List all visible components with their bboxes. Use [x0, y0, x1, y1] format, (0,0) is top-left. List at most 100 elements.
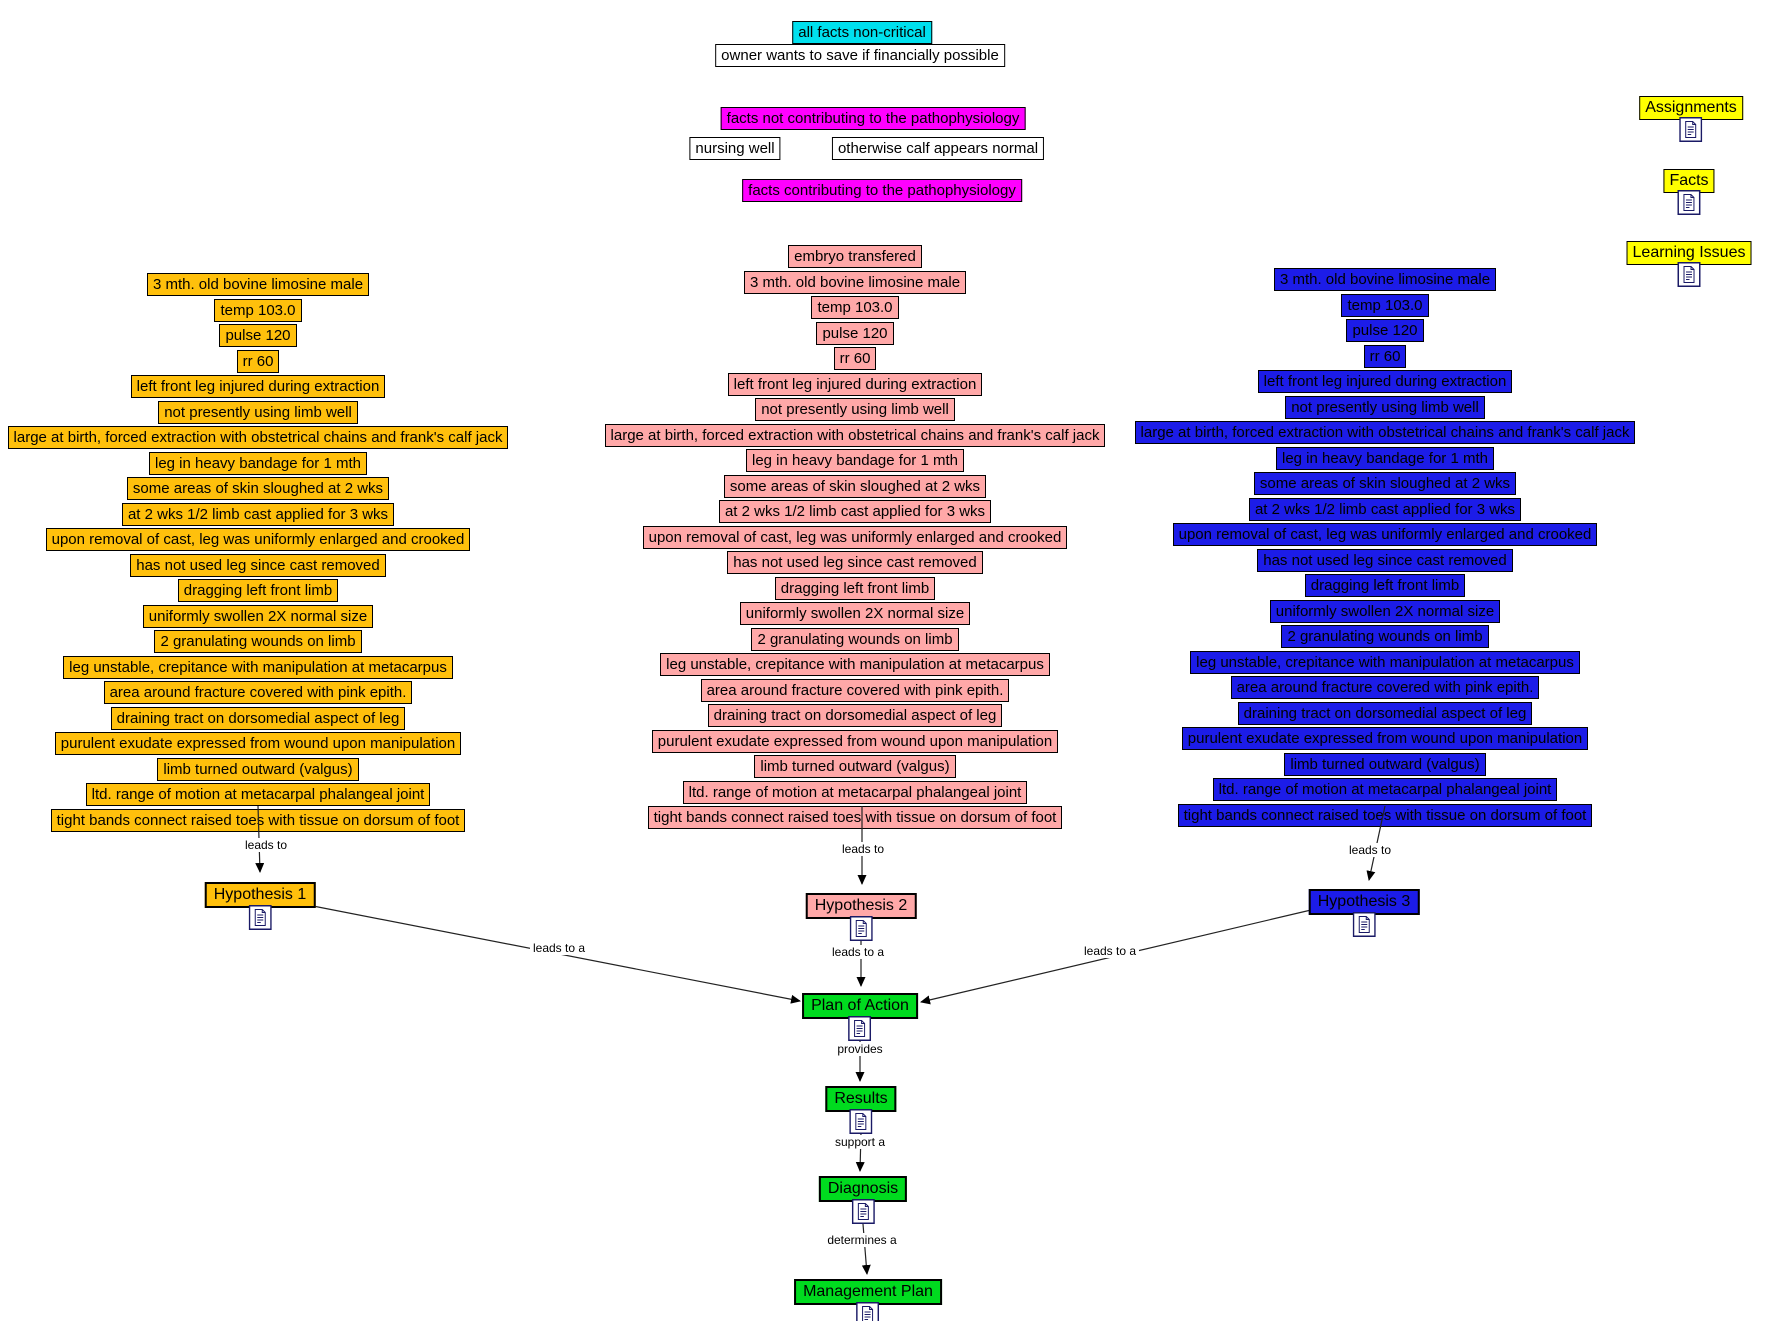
fact-node[interactable]: limb turned outward (valgus): [157, 757, 359, 781]
fact-node[interactable]: large at birth, forced extraction with o…: [1134, 421, 1636, 444]
fact-node[interactable]: draining tract on dorsomedial aspect of …: [110, 706, 406, 730]
resource-document-icon[interactable]: [856, 1302, 880, 1321]
link-label-leads-to-2: leads to: [838, 842, 888, 856]
node-hypothesis-3[interactable]: Hypothesis 3: [1308, 889, 1420, 937]
fact-node[interactable]: ltd. range of motion at metacarpal phala…: [1212, 778, 1558, 801]
node-diagnosis[interactable]: Diagnosis: [818, 1176, 908, 1224]
fact-node[interactable]: upon removal of cast, leg was uniformly …: [45, 528, 471, 551]
fact-node[interactable]: uniformly swollen 2X normal size: [142, 604, 374, 628]
fact-node[interactable]: temp 103.0: [1341, 293, 1429, 317]
fact-node[interactable]: purulent exudate expressed from wound up…: [54, 732, 462, 755]
fact-node[interactable]: at 2 wks 1/2 limb cast applied for 3 wks: [718, 500, 992, 523]
node-owner-note[interactable]: owner wants to save if financially possi…: [715, 44, 1005, 67]
fact-node[interactable]: left front leg injured during extraction: [130, 375, 386, 398]
fact-node[interactable]: draining tract on dorsomedial aspect of …: [1237, 701, 1533, 725]
fact-node[interactable]: 3 mth. old bovine limosine male: [146, 273, 370, 296]
fact-node[interactable]: large at birth, forced extraction with o…: [7, 426, 509, 449]
resource-document-icon[interactable]: [848, 1016, 872, 1041]
fact-node[interactable]: upon removal of cast, leg was uniformly …: [1172, 523, 1598, 546]
fact-node[interactable]: at 2 wks 1/2 limb cast applied for 3 wks: [1248, 497, 1522, 521]
fact-node[interactable]: pulse 120: [816, 321, 894, 345]
fact-node[interactable]: tight bands connect raised toes with tis…: [50, 808, 466, 832]
fact-node[interactable]: not presently using limb well: [1285, 395, 1485, 419]
fact-node[interactable]: ltd. range of motion at metacarpal phala…: [682, 780, 1028, 804]
fact-node[interactable]: large at birth, forced extraction with o…: [604, 423, 1106, 447]
fact-node[interactable]: leg in heavy bandage for 1 mth: [746, 449, 964, 472]
node-hypothesis-2[interactable]: Hypothesis 2: [805, 893, 917, 941]
fact-node[interactable]: 2 granulating wounds on limb: [1281, 625, 1489, 648]
fact-node[interactable]: area around fracture covered with pink e…: [103, 681, 413, 704]
fact-node[interactable]: rr 60: [236, 349, 280, 373]
fact-node[interactable]: leg unstable, crepitance with manipulati…: [1190, 650, 1580, 674]
fact-node[interactable]: pulse 120: [1346, 319, 1424, 342]
resource-document-icon[interactable]: [1677, 190, 1701, 215]
fact-node[interactable]: 3 mth. old bovine limosine male: [1273, 268, 1497, 291]
link-label-provides: provides: [834, 1042, 886, 1056]
fact-node[interactable]: rr 60: [1363, 344, 1407, 368]
fact-node[interactable]: some areas of skin sloughed at 2 wks: [723, 474, 987, 498]
legend-learning-issues[interactable]: Learning Issues: [1626, 241, 1752, 287]
node-plan-of-action[interactable]: Plan of Action: [802, 993, 918, 1041]
fact-node[interactable]: some areas of skin sloughed at 2 wks: [126, 477, 390, 500]
legend-assignments[interactable]: Assignments: [1639, 96, 1743, 142]
fact-node[interactable]: left front leg injured during extraction: [1257, 370, 1513, 393]
fact-node[interactable]: 2 granulating wounds on limb: [154, 630, 362, 653]
fact-node[interactable]: temp 103.0: [811, 296, 899, 319]
fact-node[interactable]: uniformly swollen 2X normal size: [739, 602, 971, 625]
node-management-plan[interactable]: Management Plan: [794, 1279, 942, 1321]
fact-node[interactable]: 2 granulating wounds on limb: [751, 627, 959, 651]
fact-node[interactable]: some areas of skin sloughed at 2 wks: [1253, 472, 1517, 495]
fact-node[interactable]: pulse 120: [219, 324, 297, 347]
fact-node[interactable]: upon removal of cast, leg was uniformly …: [642, 525, 1068, 549]
node-facts-contributing[interactable]: facts contributing to the pathophysiolog…: [742, 179, 1022, 202]
node-all-facts-non-critical[interactable]: all facts non-critical: [792, 21, 932, 44]
fact-node[interactable]: ltd. range of motion at metacarpal phala…: [85, 783, 431, 806]
fact-node[interactable]: temp 103.0: [214, 298, 302, 322]
fact-node[interactable]: rr 60: [833, 347, 877, 370]
resource-document-icon[interactable]: [1677, 262, 1701, 287]
fact-column-hypothesis-2: embryo transfered 3 mth. old bovine limos…: [445, 245, 1265, 829]
fact-node[interactable]: leg unstable, crepitance with manipulati…: [63, 655, 453, 679]
fact-node[interactable]: purulent exudate expressed from wound up…: [1181, 727, 1589, 750]
node-results[interactable]: Results: [825, 1086, 897, 1134]
fact-node[interactable]: limb turned outward (valgus): [754, 755, 956, 778]
fact-node[interactable]: area around fracture covered with pink e…: [700, 678, 1010, 702]
fact-node[interactable]: has not used leg since cast removed: [130, 553, 386, 577]
fact-node[interactable]: leg unstable, crepitance with manipulati…: [660, 653, 1050, 676]
node-facts-not-contributing[interactable]: facts not contributing to the pathophysi…: [720, 107, 1026, 130]
fact-node[interactable]: draining tract on dorsomedial aspect of …: [707, 704, 1003, 727]
fact-node[interactable]: 3 mth. old bovine limosine male: [743, 270, 967, 294]
link-label-leads-to-a-mid: leads to a: [828, 945, 888, 959]
resource-document-icon[interactable]: [849, 1109, 873, 1134]
resource-document-icon[interactable]: [849, 916, 873, 941]
fact-node[interactable]: purulent exudate expressed from wound up…: [651, 729, 1059, 753]
fact-node[interactable]: embryo transfered: [788, 245, 922, 268]
fact-node[interactable]: limb turned outward (valgus): [1284, 752, 1486, 776]
fact-node[interactable]: leg in heavy bandage for 1 mth: [149, 451, 367, 475]
fact-node[interactable]: area around fracture covered with pink e…: [1230, 676, 1540, 699]
resource-document-icon[interactable]: [248, 905, 272, 930]
fact-node[interactable]: uniformly swollen 2X normal size: [1269, 599, 1501, 623]
fact-node[interactable]: not presently using limb well: [755, 398, 955, 421]
fact-node[interactable]: at 2 wks 1/2 limb cast applied for 3 wks: [121, 502, 395, 526]
node-otherwise-normal[interactable]: otherwise calf appears normal: [831, 137, 1045, 160]
hypothesis-3-label[interactable]: Hypothesis 3: [1308, 889, 1420, 915]
fact-node[interactable]: leg in heavy bandage for 1 mth: [1276, 446, 1494, 470]
link-label-leads-to-a-right: leads to a: [1080, 944, 1140, 958]
fact-node[interactable]: dragging left front limb: [177, 579, 339, 602]
fact-node[interactable]: dragging left front limb: [1304, 574, 1466, 597]
resource-document-icon[interactable]: [1352, 912, 1376, 937]
fact-node[interactable]: not presently using limb well: [158, 400, 358, 424]
node-nursing-well[interactable]: nursing well: [689, 137, 781, 160]
legend-facts[interactable]: Facts: [1663, 169, 1715, 215]
legend-facts-label[interactable]: Facts: [1663, 169, 1715, 193]
fact-node[interactable]: has not used leg since cast removed: [1257, 548, 1513, 572]
fact-node[interactable]: has not used leg since cast removed: [727, 551, 983, 574]
node-hypothesis-1[interactable]: Hypothesis 1: [204, 882, 316, 930]
fact-node[interactable]: left front leg injured during extraction: [727, 372, 983, 396]
resource-document-icon[interactable]: [851, 1199, 875, 1224]
fact-node[interactable]: tight bands connect raised toes with tis…: [647, 806, 1063, 829]
fact-node[interactable]: dragging left front limb: [774, 576, 936, 600]
resource-document-icon[interactable]: [1679, 117, 1703, 142]
